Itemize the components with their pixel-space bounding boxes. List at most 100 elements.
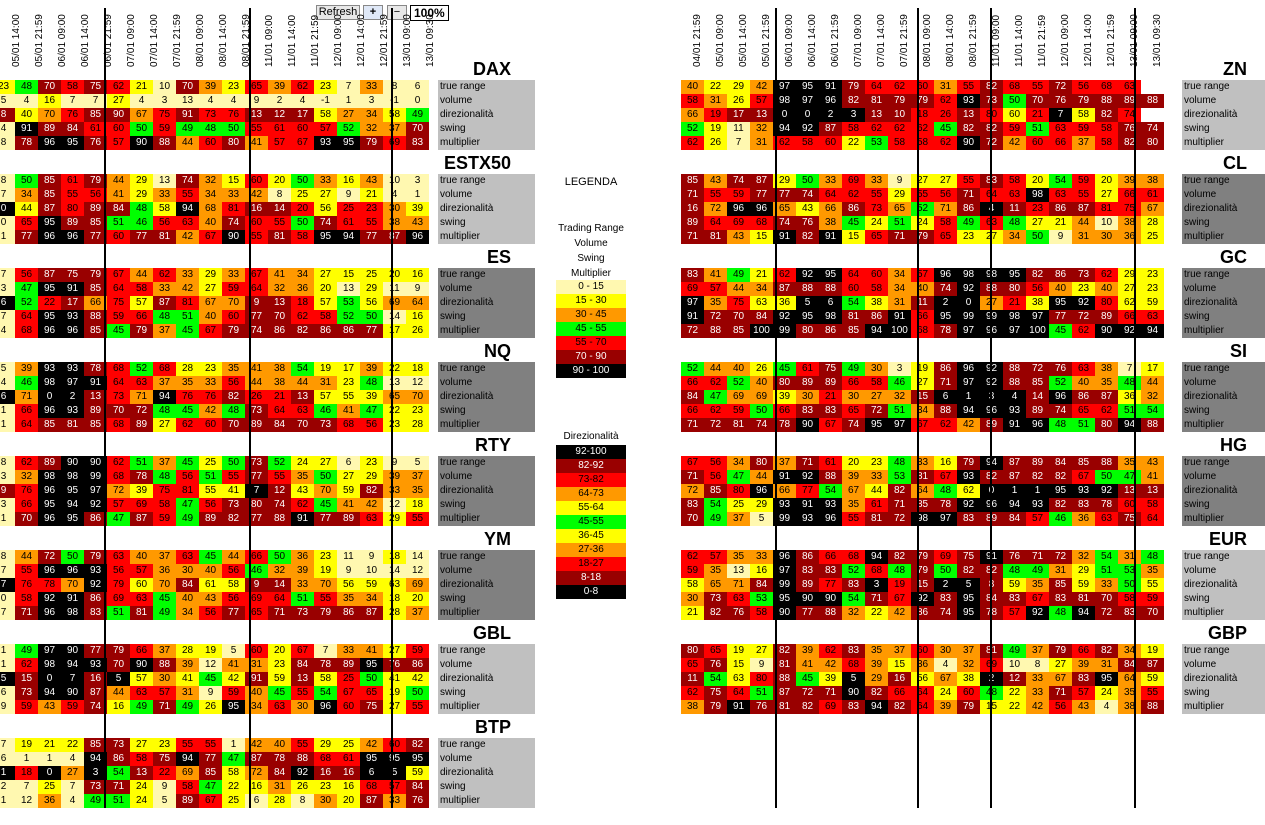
value-cell: 7 [61,94,84,108]
row-label: true range [1182,456,1265,470]
value-cell: 88 [153,136,176,150]
value-cell: 16 [337,780,360,794]
value-cell: 12 [1003,672,1026,686]
value-cell: 45 [199,672,222,686]
value-cell: 70 [222,296,245,310]
value-cell: 56 [107,564,130,578]
value-cell: 36 [153,564,176,578]
row-label: swing [1182,498,1265,512]
header-date: 06/01 09:00 [784,14,795,67]
value-cell: 2 [268,94,291,108]
row-label: swing [438,686,535,700]
row-label: multiplier [1182,700,1265,714]
value-cell: 27 [130,738,153,752]
value-cell: 84 [750,578,773,592]
value-cell: 50 [291,174,314,188]
value-cell: 64 [406,296,429,310]
value-cell: 94 [153,390,176,404]
row-label: multiplier [438,136,535,150]
value-cell: 59 [107,310,130,324]
value-cell: 69 [130,498,153,512]
value-cell: 76 [1049,362,1072,376]
zoom-in-button[interactable]: + [363,5,383,20]
value-cell: 10 [1095,216,1118,230]
value-cell: 34 [199,188,222,202]
value-cell: 36 [291,282,314,296]
value-cell: 41 [360,644,383,658]
value-cell: 32 [360,122,383,136]
value-cell: 63 [176,550,199,564]
value-cell: 60 [291,122,314,136]
value-cell: 19 [727,644,750,658]
value-cell: 56 [1026,282,1049,296]
value-cell: 34 [911,404,934,418]
row-label: multiplier [438,324,535,338]
value-cell: 63 [1141,310,1164,324]
value-cell: 57 [153,686,176,700]
value-cell: 89 [84,404,107,418]
value-cell: 75 [819,362,842,376]
value-cell: 82 [773,644,796,658]
value-cell: 55 [911,188,934,202]
value-cell: 45 [199,550,222,564]
value-cell: 67 [337,686,360,700]
header-date: 11/01 21:59 [1037,14,1048,67]
value-cell: 66 [15,498,38,512]
value-cell: 56 [1072,80,1095,94]
value-cell: 85 [842,324,865,338]
value-cell: 63 [1095,512,1118,526]
value-cell: 2 [61,390,84,404]
value-cell: 4 [222,94,245,108]
value-cell: 8 [0,136,15,150]
value-cell: 56 [199,498,222,512]
value-cell: 93 [773,498,796,512]
value-cell: 83 [681,268,704,282]
header-date: 06/01 14:00 [80,14,91,67]
value-cell: 50 [291,216,314,230]
value-cell: 39 [865,658,888,672]
header-cell: 07/01 21:59 [888,8,911,80]
value-cell: 7 [314,644,337,658]
value-cell: 26 [406,324,429,338]
value-cell: 92 [1095,484,1118,498]
value-cell: 9 [0,484,15,498]
value-cell: 74 [934,282,957,296]
value-cell: 60 [911,80,934,94]
legend-swatch: 90 - 100 [556,364,626,378]
value-cell: 15 [337,268,360,282]
value-cell: 88 [84,310,107,324]
value-cell: 57 [911,268,934,282]
row-label: volume [1182,470,1265,484]
value-cell: 87 [383,230,406,244]
value-cell: 99 [773,512,796,526]
value-cell: 27 [911,376,934,390]
header-cell: 08/01 14:00 [207,8,230,80]
value-cell: 67 [1026,592,1049,606]
value-cell: 72 [1095,606,1118,620]
value-cell: 78 [15,136,38,150]
value-cell: 59 [406,766,429,780]
value-cell: 96 [727,202,750,216]
value-cell: 58 [153,202,176,216]
value-cell: 93 [1072,484,1095,498]
value-cell: 4 [199,94,222,108]
value-cell: 50 [222,122,245,136]
value-cell: 28 [176,362,199,376]
value-cell: 19 [199,644,222,658]
value-cell: 38 [1095,362,1118,376]
header-date: 12/01 09:00 [1060,14,1071,67]
value-cell: 69 [750,390,773,404]
value-cell: 43 [1072,700,1095,714]
value-cell: 45 [107,324,130,338]
value-cell: 92 [796,122,819,136]
value-cell: 38 [819,216,842,230]
value-cell: 42 [957,418,980,432]
value-cell: 52 [911,202,934,216]
row-label: swing [1182,404,1265,418]
value-cell: 32 [1141,390,1164,404]
value-cell: 34 [291,268,314,282]
refresh-button[interactable]: Refresh [316,5,360,20]
value-cell: 41 [1141,470,1164,484]
value-cell: 5 [0,94,15,108]
value-cell: 0 [773,108,796,122]
